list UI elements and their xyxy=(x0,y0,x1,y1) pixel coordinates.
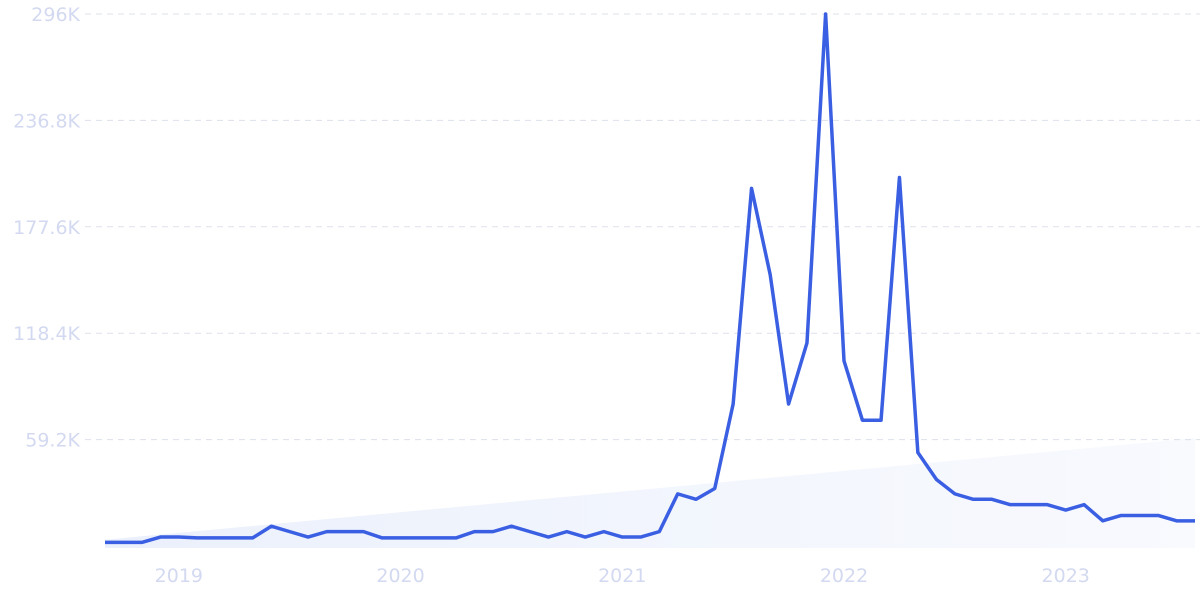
line xyxy=(105,12,1195,545)
x-tick-label: 2022 xyxy=(820,565,868,587)
x-tick-label: 2021 xyxy=(598,565,646,587)
y-tick-label: 177.6K xyxy=(13,217,80,239)
trend-area xyxy=(105,438,1195,548)
x-tick-label: 2023 xyxy=(1042,565,1090,587)
x-tick-label: 2019 xyxy=(155,565,203,587)
x-tick-label: 2020 xyxy=(376,565,424,587)
y-tick-label: 59.2K xyxy=(25,430,80,452)
y-tick-label: 296K xyxy=(31,4,80,26)
y-tick-label: 236.8K xyxy=(13,110,80,132)
y-tick-label: 118.4K xyxy=(13,323,80,345)
